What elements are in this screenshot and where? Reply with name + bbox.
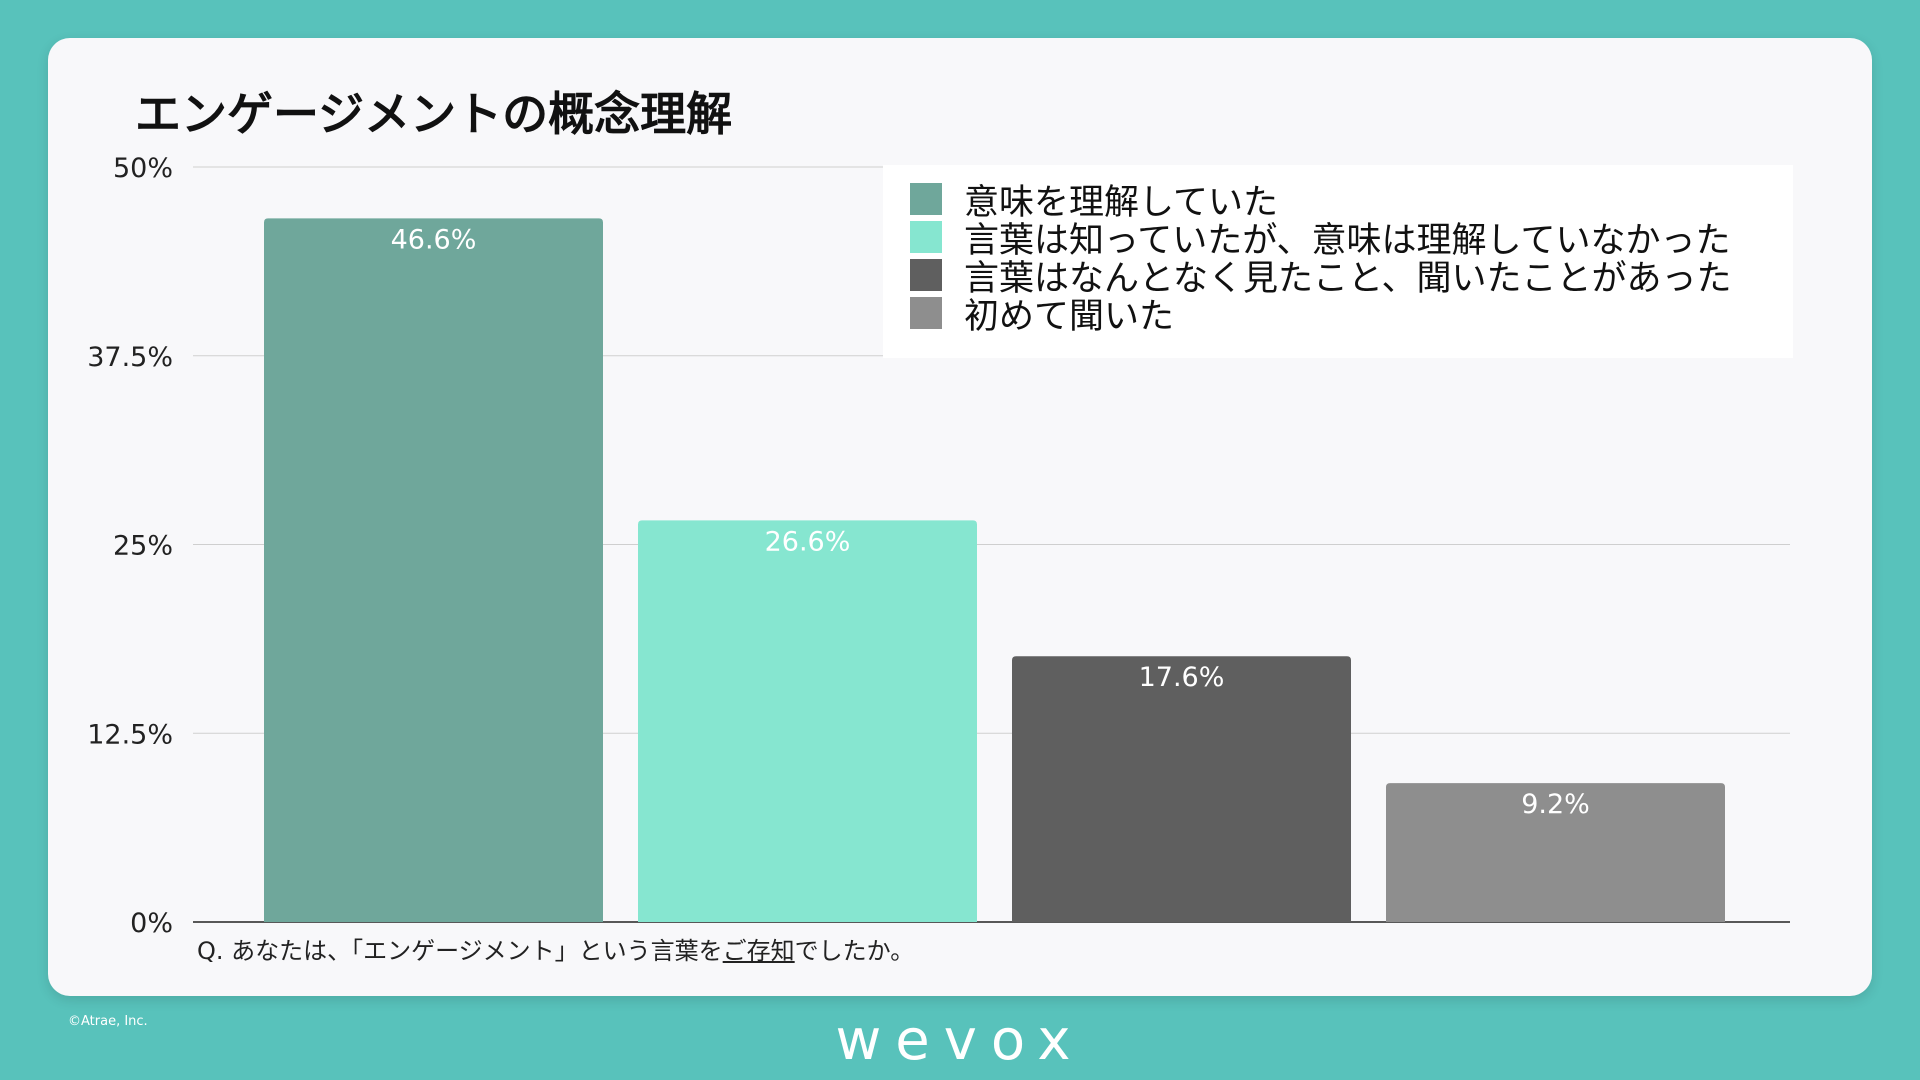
- y-tick-label: 37.5%: [87, 342, 173, 373]
- legend-label: 初めて聞いた: [964, 288, 1174, 339]
- data-label: 17.6%: [1139, 662, 1225, 693]
- data-label: 9.2%: [1521, 789, 1590, 820]
- legend-swatch: [910, 183, 942, 215]
- brand-logo: wevox: [0, 1008, 1920, 1073]
- bar: [1012, 656, 1351, 922]
- question-prefix: Q. あなたは、「エンゲージメント」という言葉を: [197, 937, 723, 965]
- chart-legend: 意味を理解していた 言葉は知っていたが、意味は理解していなかった 言葉はなんとな…: [883, 165, 1793, 358]
- y-tick-label: 25%: [113, 531, 173, 562]
- legend-swatch: [910, 297, 942, 329]
- data-label: 46.6%: [391, 224, 477, 255]
- y-tick-label: 50%: [113, 153, 173, 184]
- y-tick-label: 0%: [130, 908, 173, 939]
- y-tick-label: 12.5%: [87, 719, 173, 750]
- survey-question: Q. あなたは、「エンゲージメント」という言葉をご存知でしたか。: [197, 931, 914, 966]
- bar: [264, 218, 603, 922]
- legend-swatch: [910, 221, 942, 253]
- legend-item: 初めて聞いた: [910, 295, 1174, 331]
- data-label: 26.6%: [765, 526, 851, 557]
- bar: [638, 520, 977, 922]
- question-underlined: ご存知: [723, 937, 795, 965]
- legend-swatch: [910, 259, 942, 291]
- question-suffix: でしたか。: [795, 937, 915, 965]
